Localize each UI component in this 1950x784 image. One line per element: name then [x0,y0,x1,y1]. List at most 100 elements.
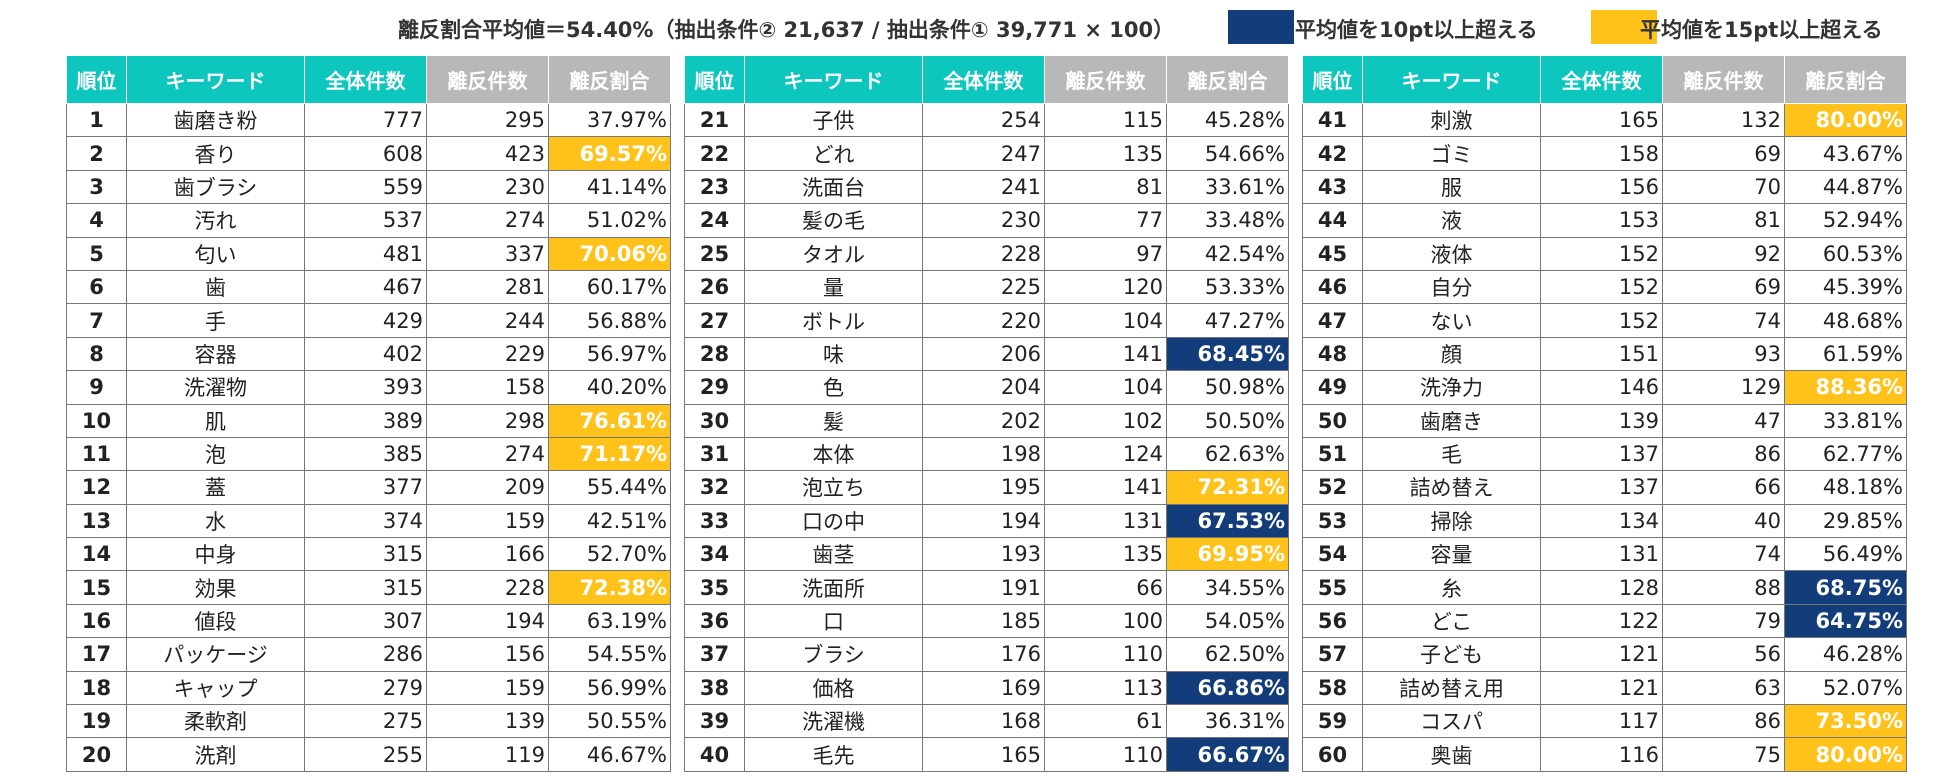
churn-count-cell: 113 [1044,670,1167,706]
total-count-cell: 315 [304,537,427,572]
rank-cell: 7 [66,303,127,338]
total-count-cell: 254 [922,102,1045,138]
total-count-cell: 152 [1540,269,1663,305]
churn-count-cell: 66 [1662,470,1785,505]
total-count-cell: 193 [922,537,1045,572]
churn-count-cell: 69 [1662,269,1785,305]
rank-cell: 42 [1302,136,1363,171]
churn-count-cell: 244 [426,303,549,338]
churn-rate-cell: 69.57% [548,136,671,171]
rate-header: 離反割合 [548,55,671,104]
rank-header: 順位 [66,55,127,104]
total-count-cell: 275 [304,704,427,739]
total-count-cell: 206 [922,336,1045,372]
keyword-cell: 洗濯機 [744,704,923,739]
table-row: 12 蓋 377 209 55.44% [66,470,671,505]
rank-cell: 13 [66,503,127,539]
churn-count-cell: 228 [426,570,549,605]
keyword-cell: 糸 [1362,570,1541,605]
churn-rate-cell: 72.38% [548,570,671,605]
table-row: 45 液体 152 92 60.53% [1302,236,1907,271]
total-count-cell: 153 [1540,203,1663,238]
churn-rate-cell: 69.95% [1166,537,1289,572]
legend-navy-swatch [1228,10,1294,44]
rank-cell: 2 [66,136,127,171]
rank-cell: 60 [1302,737,1363,772]
rank-cell: 4 [66,203,127,238]
table-row: 3 歯ブラシ 559 230 41.14% [66,169,671,205]
table-row: 26 量 225 120 53.33% [684,269,1289,305]
keyword-cell: どれ [744,136,923,171]
churn-rate-cell: 70.06% [548,236,671,271]
table-row: 48 顔 151 93 61.59% [1302,336,1907,372]
churn-count-cell: 124 [1044,436,1167,472]
keyword-cell: 詰め替え用 [1362,670,1541,706]
keyword-cell: 刺激 [1362,102,1541,138]
churn-rate-cell: 66.86% [1166,670,1289,706]
table-row: 32 泡立ち 195 141 72.31% [684,470,1289,505]
churn-count-cell: 110 [1044,737,1167,772]
total-count-cell: 286 [304,637,427,672]
rank-cell: 18 [66,670,127,706]
churn-rate-cell: 52.70% [548,537,671,572]
total-count-cell: 137 [1540,470,1663,505]
total-count-cell: 158 [1540,136,1663,171]
table-row: 60 奥歯 116 75 80.00% [1302,737,1907,772]
keyword-cell: 本体 [744,436,923,472]
total-count-cell: 220 [922,303,1045,338]
rank-cell: 10 [66,403,127,438]
total-count-cell: 134 [1540,503,1663,539]
table-row: 22 どれ 247 135 54.66% [684,136,1289,171]
rank-cell: 17 [66,637,127,672]
rate-header: 離反割合 [1166,55,1289,104]
keyword-cell: 値段 [126,603,305,639]
total-count-cell: 225 [922,269,1045,305]
total-count-cell: 429 [304,303,427,338]
rank-cell: 34 [684,537,745,572]
rank-cell: 33 [684,503,745,539]
rank-cell: 38 [684,670,745,706]
rank-cell: 21 [684,102,745,138]
churn-count-cell: 281 [426,269,549,305]
rank-cell: 3 [66,169,127,205]
table-row: 27 ボトル 220 104 47.27% [684,303,1289,338]
table-row: 1 歯磨き粉 777 295 37.97% [66,102,671,138]
churn-count-cell: 63 [1662,670,1785,706]
keyword-cell: 洗面台 [744,169,923,205]
rank-cell: 36 [684,603,745,639]
table-row: 47 ない 152 74 48.68% [1302,303,1907,338]
keyword-cell: 毛先 [744,737,923,772]
rank-cell: 56 [1302,603,1363,639]
rank-cell: 1 [66,102,127,138]
table-header-row: 順位 キーワード 全体件数 離反件数 離反割合 [684,55,1289,104]
keyword-cell: 奥歯 [1362,737,1541,772]
keyword-header: キーワード [1362,55,1541,104]
table-row: 16 値段 307 194 63.19% [66,603,671,639]
churn-count-cell: 295 [426,102,549,138]
churn-count-cell: 104 [1044,370,1167,405]
keyword-cell: 毛 [1362,436,1541,472]
rank-cell: 12 [66,470,127,505]
table-row: 8 容器 402 229 56.97% [66,336,671,372]
keyword-header: キーワード [126,55,305,104]
total-count-cell: 467 [304,269,427,305]
churn-count-cell: 115 [1044,102,1167,138]
table-row: 37 ブラシ 176 110 62.50% [684,637,1289,672]
churn-count-cell: 194 [426,603,549,639]
total-count-cell: 117 [1540,704,1663,739]
churn-rate-cell: 42.54% [1166,236,1289,271]
churn-count-cell: 66 [1044,570,1167,605]
churn-rate-cell: 56.99% [548,670,671,706]
churn-rate-cell: 80.00% [1784,737,1907,772]
churn-rate-cell: 50.55% [548,704,671,739]
churn-count-cell: 97 [1044,236,1167,271]
rank-cell: 14 [66,537,127,572]
table-row: 39 洗濯機 168 61 36.31% [684,704,1289,739]
churn-rate-cell: 41.14% [548,169,671,205]
keyword-cell: 洗面所 [744,570,923,605]
rank-cell: 27 [684,303,745,338]
rank-cell: 59 [1302,704,1363,739]
total-count-cell: 198 [922,436,1045,472]
total-count-cell: 116 [1540,737,1663,772]
churn-rate-cell: 48.68% [1784,303,1907,338]
